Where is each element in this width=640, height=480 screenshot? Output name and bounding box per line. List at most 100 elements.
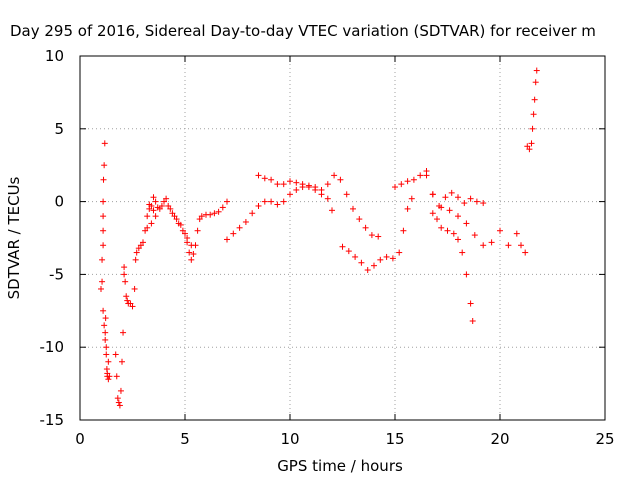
data-point bbox=[105, 358, 112, 365]
y-tick-label: -15 bbox=[40, 411, 65, 429]
data-point bbox=[423, 172, 430, 179]
data-point bbox=[219, 204, 226, 211]
data-point bbox=[140, 239, 146, 246]
data-point bbox=[116, 402, 123, 409]
data-point bbox=[101, 322, 108, 329]
data-point bbox=[175, 220, 182, 227]
data-point bbox=[293, 179, 300, 186]
data-point bbox=[144, 224, 151, 231]
data-point bbox=[280, 198, 287, 205]
data-point bbox=[261, 198, 268, 205]
data-point bbox=[417, 172, 424, 179]
data-point bbox=[261, 175, 268, 182]
data-point bbox=[115, 399, 122, 406]
data-point bbox=[100, 242, 107, 249]
data-point bbox=[528, 140, 535, 147]
data-point bbox=[104, 370, 111, 377]
data-point bbox=[158, 202, 165, 209]
y-tick-label: 5 bbox=[54, 120, 64, 138]
data-point bbox=[392, 184, 398, 191]
data-point bbox=[119, 358, 125, 365]
data-point bbox=[120, 329, 127, 336]
data-point bbox=[461, 200, 468, 207]
data-point bbox=[480, 242, 487, 249]
data-point bbox=[455, 194, 461, 201]
data-point bbox=[121, 264, 128, 271]
data-point bbox=[242, 218, 249, 225]
data-point bbox=[148, 220, 155, 227]
data-point bbox=[463, 220, 470, 227]
data-point bbox=[358, 259, 365, 266]
data-point bbox=[152, 213, 159, 220]
data-point bbox=[463, 271, 470, 278]
data-point bbox=[299, 181, 306, 188]
x-tick-label: 25 bbox=[595, 430, 614, 448]
ticks: 0 5 10 15 20 25 -15 -10 -5 0 5 10 bbox=[40, 47, 615, 448]
data-point bbox=[255, 202, 262, 209]
grid bbox=[80, 56, 605, 420]
data-point bbox=[324, 195, 331, 202]
data-point bbox=[146, 201, 153, 208]
data-point bbox=[129, 303, 136, 310]
data-point bbox=[305, 184, 312, 191]
data-point bbox=[518, 242, 524, 249]
data-point bbox=[112, 351, 119, 358]
data-point bbox=[410, 176, 417, 183]
data-point bbox=[117, 387, 124, 394]
data-point bbox=[179, 227, 186, 234]
data-point bbox=[339, 243, 346, 250]
data-point bbox=[343, 191, 350, 198]
data-point bbox=[100, 198, 107, 205]
data-point bbox=[488, 239, 495, 246]
data-point bbox=[101, 140, 108, 147]
x-tick-label: 20 bbox=[490, 430, 509, 448]
data-point bbox=[198, 213, 205, 220]
data-point bbox=[154, 204, 161, 211]
x-tick-label: 5 bbox=[180, 430, 190, 448]
data-point bbox=[103, 351, 110, 358]
data-point bbox=[530, 111, 537, 118]
data-point bbox=[150, 207, 157, 214]
data-point bbox=[396, 249, 403, 256]
data-point bbox=[364, 267, 371, 274]
data-point bbox=[404, 178, 411, 185]
y-tick-label: 0 bbox=[54, 193, 64, 211]
data-point bbox=[522, 249, 529, 256]
data-point bbox=[100, 307, 107, 314]
data-point bbox=[438, 224, 445, 231]
data-point bbox=[529, 125, 536, 132]
data-point bbox=[329, 207, 335, 214]
data-point bbox=[113, 373, 120, 380]
y-tick-label: -10 bbox=[40, 338, 65, 356]
data-point bbox=[102, 329, 109, 336]
data-point bbox=[114, 395, 121, 402]
data-point bbox=[124, 297, 131, 304]
data-point bbox=[480, 200, 487, 207]
data-point bbox=[236, 224, 243, 231]
data-point bbox=[429, 210, 436, 217]
data-point bbox=[438, 204, 445, 211]
data-point bbox=[469, 317, 476, 324]
data-point bbox=[526, 146, 533, 153]
data-point bbox=[144, 213, 151, 220]
data-point bbox=[352, 253, 359, 260]
data-point bbox=[132, 256, 139, 263]
data-point bbox=[532, 79, 539, 86]
data-point bbox=[455, 236, 461, 243]
data-point bbox=[497, 227, 503, 234]
data-point bbox=[444, 227, 451, 234]
data-point bbox=[122, 278, 129, 285]
data-point bbox=[215, 208, 222, 215]
data-point bbox=[467, 195, 474, 202]
data-point bbox=[408, 195, 415, 202]
data-point bbox=[400, 227, 407, 234]
data-point bbox=[268, 176, 275, 183]
data-point bbox=[331, 172, 338, 179]
data-point bbox=[224, 198, 230, 205]
data-point bbox=[123, 293, 130, 300]
data-point bbox=[121, 271, 128, 278]
data-point bbox=[398, 181, 405, 188]
data-point bbox=[133, 249, 140, 256]
data-point bbox=[100, 176, 107, 183]
data-point bbox=[150, 194, 157, 201]
